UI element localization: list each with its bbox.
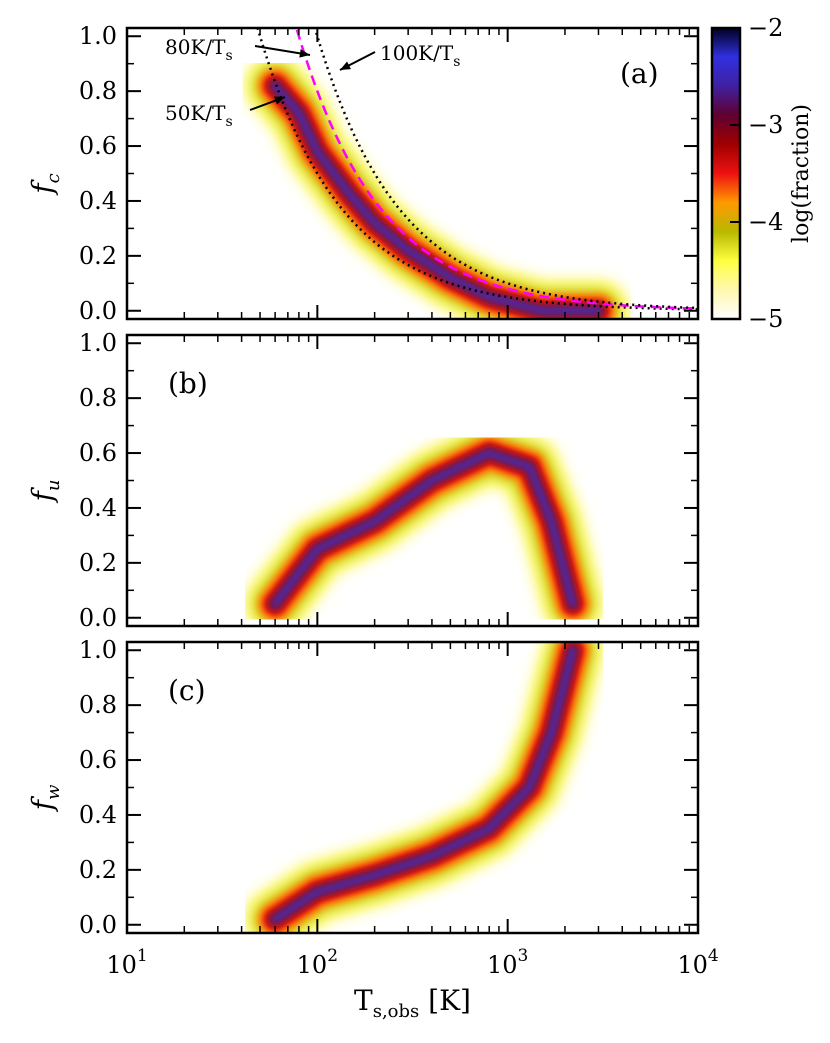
panel-c-ylabel: fw	[26, 784, 64, 812]
panel-b-ylabel: fu	[26, 480, 64, 504]
panel-label-c: (c)	[168, 674, 206, 707]
frame-layer	[125, 26, 742, 935]
panel-a-curves	[256, 28, 698, 311]
panel-a-density	[240, 50, 634, 319]
panel-c-density	[240, 642, 608, 933]
y-axis-label: fw	[26, 784, 64, 812]
x-axis-label: Ts,obs [K]	[354, 984, 471, 1022]
density-band-c-6	[271, 646, 577, 924]
y-tick-label: 0.8	[79, 691, 117, 719]
y-tick-label: 0.2	[79, 549, 117, 577]
colorbar-tick-label: −3	[748, 111, 783, 139]
annotation-0: 80K/Ts	[165, 35, 233, 64]
colorbar-tick-label: −4	[748, 208, 783, 236]
y-tick-label: 0.8	[79, 384, 117, 412]
curve-1	[295, 28, 698, 310]
y-axis-label: fu	[26, 480, 64, 504]
y-tick-label: 0.4	[79, 494, 117, 522]
panel-b-density	[240, 418, 608, 626]
y-tick-label: 0.2	[79, 856, 117, 884]
y-tick-label: 0.6	[79, 439, 117, 467]
curve-0	[256, 28, 698, 311]
y-tick-label: 0.0	[79, 911, 117, 939]
y-tick-label: 0.6	[79, 132, 117, 160]
x-tick-label: 102	[297, 946, 338, 979]
density-band-a-6	[271, 81, 603, 315]
y-tick-label: 1.0	[79, 329, 117, 357]
y-tick-label: 0.4	[79, 187, 117, 215]
curve-2	[313, 28, 698, 310]
annotation-arrowhead	[274, 96, 285, 105]
text-layer: 0.0 0.2 0.4 0.6 0.8 1.0 fc (a) 0.0 0.2 0.4 0.6 0.8 1.…	[26, 14, 814, 1022]
density-band-b-6	[271, 449, 577, 608]
y-tick-label: 0.0	[79, 604, 117, 632]
y-tick-label: 0.4	[79, 801, 117, 829]
x-tick-label: 104	[677, 946, 718, 979]
x-tick-label: 101	[106, 946, 147, 979]
panel-label-a: (a)	[620, 57, 659, 90]
panel-label-b: (b)	[168, 367, 208, 400]
y-tick-label: 0.0	[79, 297, 117, 325]
colorbar-label-group: log(fraction)	[789, 104, 814, 243]
annotation-arrowhead	[299, 49, 310, 58]
annotation-2: 50K/Ts	[165, 101, 233, 130]
colorbar-tick-label: −5	[748, 305, 783, 333]
curve-layer	[256, 28, 698, 311]
x-tick-label: 103	[487, 946, 528, 979]
y-tick-label: 0.8	[79, 77, 117, 105]
annotation-arrowhead	[340, 61, 351, 70]
colorbar-tick-label: −2	[748, 14, 783, 42]
annotation-1: 100K/Ts	[380, 41, 460, 70]
y-axis-label: fc	[26, 173, 64, 195]
colorbar-label: log(fraction)	[789, 104, 814, 243]
y-tick-label: 1.0	[79, 22, 117, 50]
y-tick-label: 0.6	[79, 746, 117, 774]
panel-a-ylabel: fc	[26, 173, 64, 195]
y-tick-label: 1.0	[79, 636, 117, 664]
density-layer	[240, 50, 634, 933]
y-tick-label: 0.2	[79, 242, 117, 270]
colorbar	[710, 26, 742, 321]
